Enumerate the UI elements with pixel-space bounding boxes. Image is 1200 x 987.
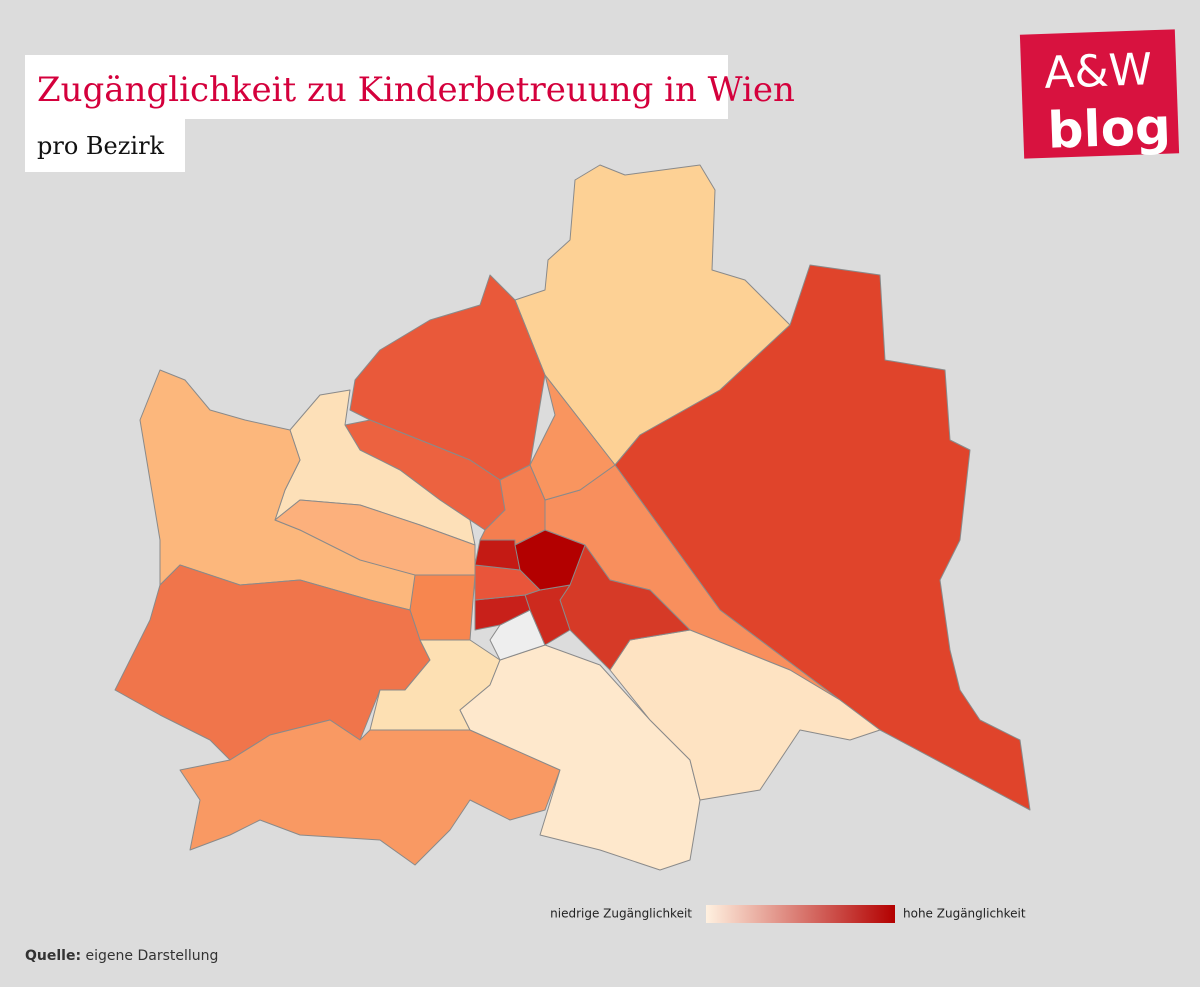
subtitle: pro Bezirk	[37, 132, 165, 160]
district	[614, 264, 1031, 811]
logo-text: A&W	[1043, 44, 1153, 99]
legend-label: hohe Zugänglichkeit	[903, 907, 1026, 921]
district	[409, 574, 476, 641]
title-box	[25, 55, 728, 119]
subtitle-box	[25, 119, 185, 172]
district	[179, 719, 561, 866]
districts	[114, 164, 1031, 871]
district	[514, 529, 586, 591]
logo: A&W blog	[1019, 29, 1180, 160]
logo-text: blog	[1047, 98, 1172, 160]
legend-label: niedrige Zugänglichkeit	[550, 907, 692, 921]
district	[474, 539, 521, 571]
district	[479, 464, 546, 546]
source-label: Quelle:	[25, 948, 81, 964]
logo-box	[1019, 29, 1180, 159]
district	[274, 499, 476, 576]
title: Zugänglichkeit zu Kinderbetreuung in Wie…	[37, 70, 795, 110]
source-text: eigene Darstellung	[86, 948, 219, 964]
district	[114, 564, 431, 761]
legend-gradient	[706, 905, 895, 923]
source: Quelle: eigene Darstellung	[25, 948, 218, 964]
